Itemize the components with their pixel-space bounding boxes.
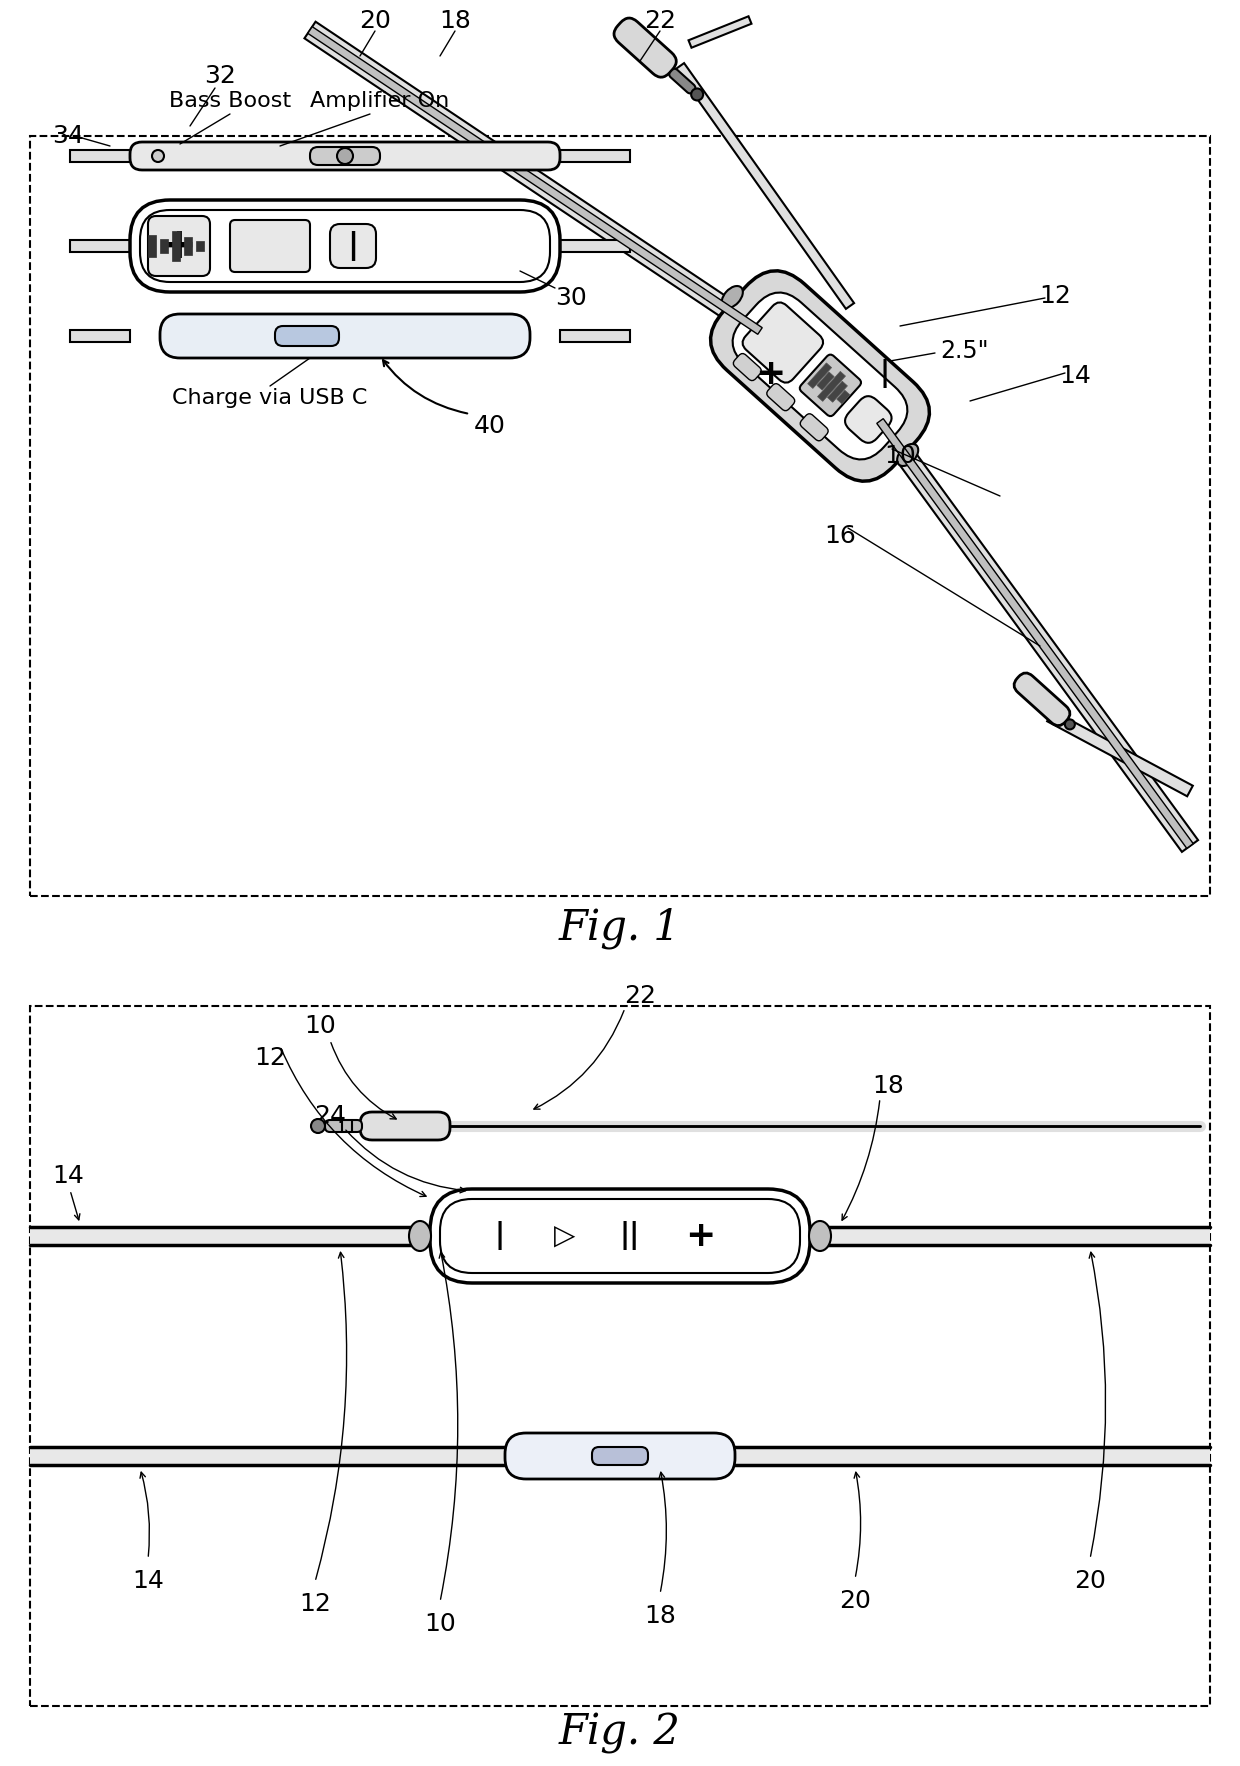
FancyBboxPatch shape	[430, 1189, 810, 1284]
Ellipse shape	[1065, 719, 1075, 729]
FancyBboxPatch shape	[800, 355, 861, 417]
FancyBboxPatch shape	[325, 1120, 362, 1132]
Text: |: |	[880, 360, 890, 389]
Text: Fig. 1: Fig. 1	[559, 908, 681, 948]
Text: 20: 20	[1074, 1568, 1106, 1593]
Bar	[827, 381, 847, 403]
Polygon shape	[688, 16, 751, 48]
FancyBboxPatch shape	[140, 210, 551, 283]
Circle shape	[153, 150, 164, 162]
Text: 24: 24	[314, 1104, 346, 1128]
Ellipse shape	[898, 443, 919, 466]
FancyBboxPatch shape	[440, 1199, 800, 1273]
Text: |: |	[347, 231, 358, 261]
FancyBboxPatch shape	[614, 18, 676, 78]
Bar	[196, 240, 205, 251]
Text: 10: 10	[424, 1612, 456, 1635]
Bar	[160, 238, 167, 253]
FancyBboxPatch shape	[766, 383, 795, 411]
Text: Charge via USB C: Charge via USB C	[172, 389, 368, 408]
Text: 12: 12	[254, 1045, 286, 1070]
FancyBboxPatch shape	[505, 1432, 735, 1478]
Polygon shape	[69, 150, 130, 162]
FancyBboxPatch shape	[711, 270, 930, 482]
Text: 10: 10	[304, 1014, 336, 1038]
Bar	[817, 373, 835, 390]
FancyBboxPatch shape	[844, 396, 892, 443]
Polygon shape	[69, 330, 130, 343]
Polygon shape	[308, 26, 763, 334]
Text: ▷: ▷	[554, 1222, 575, 1250]
Text: 20: 20	[360, 9, 391, 34]
FancyBboxPatch shape	[148, 215, 210, 275]
Text: +: +	[755, 357, 785, 390]
FancyBboxPatch shape	[229, 221, 310, 272]
Bar	[30, 136, 1210, 895]
Text: 12: 12	[299, 1591, 331, 1616]
FancyBboxPatch shape	[160, 314, 529, 358]
Ellipse shape	[409, 1220, 432, 1250]
Bar	[30, 1007, 1210, 1706]
Polygon shape	[560, 330, 630, 343]
FancyBboxPatch shape	[130, 141, 560, 170]
Ellipse shape	[722, 286, 743, 307]
FancyBboxPatch shape	[591, 1446, 649, 1466]
Text: 22: 22	[644, 9, 676, 34]
Text: 14: 14	[1059, 364, 1091, 389]
Text: 22: 22	[624, 984, 656, 1008]
Text: Fig. 2: Fig. 2	[559, 1711, 681, 1754]
FancyBboxPatch shape	[800, 413, 828, 442]
Text: |: |	[495, 1222, 505, 1250]
FancyBboxPatch shape	[743, 302, 823, 383]
Text: 20: 20	[839, 1589, 870, 1612]
Text: 14: 14	[133, 1568, 164, 1593]
Polygon shape	[69, 240, 130, 253]
Text: 40: 40	[474, 413, 506, 438]
Text: 30: 30	[556, 286, 587, 311]
Bar	[184, 237, 192, 254]
Text: 18: 18	[872, 1074, 904, 1098]
Polygon shape	[560, 240, 630, 253]
Polygon shape	[560, 150, 630, 162]
Text: 18: 18	[644, 1604, 676, 1628]
Text: ||: ||	[620, 1222, 640, 1250]
Text: 16: 16	[825, 525, 856, 547]
FancyBboxPatch shape	[130, 200, 560, 291]
Text: +: +	[684, 1219, 715, 1254]
Text: Bass Boost: Bass Boost	[169, 92, 291, 111]
Bar	[30, 1227, 1210, 1245]
Polygon shape	[1047, 710, 1193, 796]
Text: Amplifier On: Amplifier On	[310, 92, 450, 111]
Text: 34: 34	[52, 124, 84, 148]
FancyBboxPatch shape	[733, 293, 908, 459]
Text: 18: 18	[439, 9, 471, 34]
Text: 14: 14	[52, 1164, 84, 1189]
FancyBboxPatch shape	[1014, 673, 1070, 726]
Bar	[148, 235, 156, 258]
Polygon shape	[676, 64, 854, 309]
Text: +: +	[161, 224, 196, 267]
Text: 2.5": 2.5"	[940, 339, 988, 364]
Ellipse shape	[808, 1220, 831, 1250]
FancyBboxPatch shape	[330, 224, 376, 268]
Text: 12: 12	[1039, 284, 1071, 307]
FancyBboxPatch shape	[275, 327, 339, 346]
Text: 32: 32	[205, 64, 236, 88]
Bar	[30, 1446, 1210, 1466]
FancyBboxPatch shape	[310, 147, 379, 164]
FancyBboxPatch shape	[733, 353, 761, 381]
FancyBboxPatch shape	[360, 1113, 450, 1141]
Text: 10: 10	[884, 443, 916, 468]
Circle shape	[337, 148, 353, 164]
Circle shape	[311, 1120, 325, 1134]
Bar	[837, 390, 851, 404]
Bar	[807, 364, 832, 389]
Polygon shape	[305, 21, 765, 339]
Polygon shape	[877, 419, 1193, 848]
Bar	[172, 231, 180, 261]
Bar	[817, 371, 846, 401]
Polygon shape	[872, 415, 1198, 851]
Ellipse shape	[691, 88, 703, 101]
FancyBboxPatch shape	[670, 69, 696, 94]
